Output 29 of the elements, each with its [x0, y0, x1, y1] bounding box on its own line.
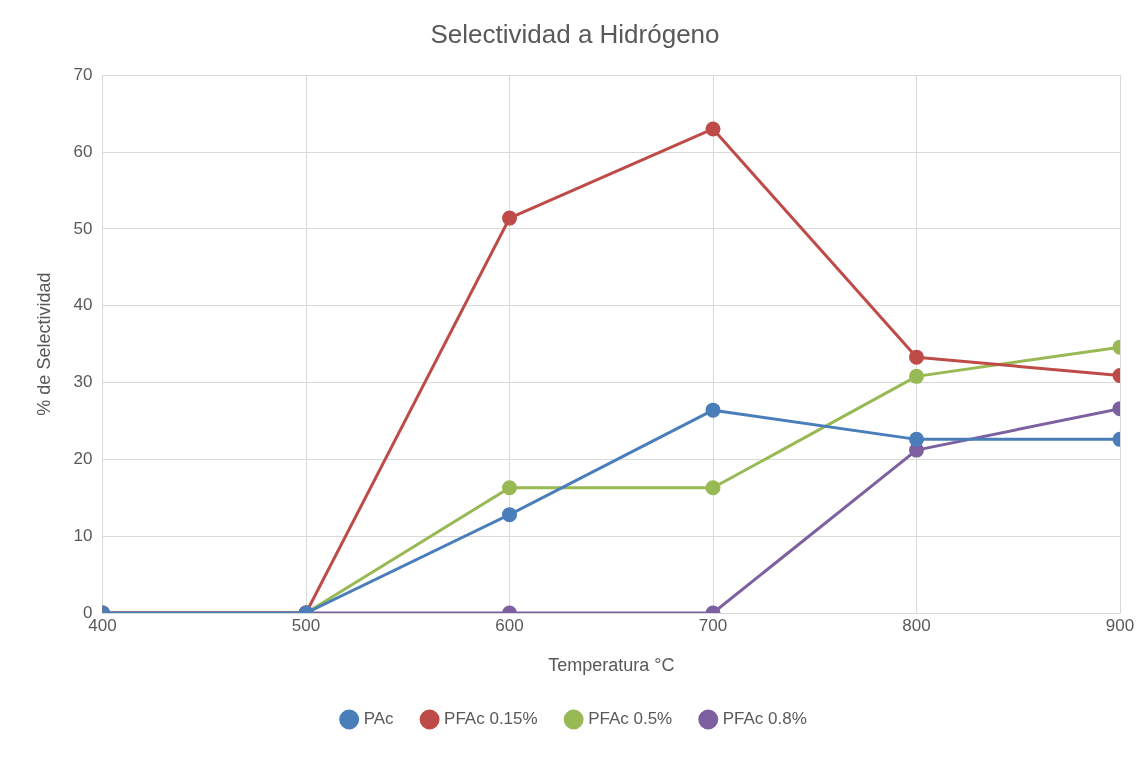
legend-label: PAc: [363, 709, 395, 729]
y-tick-label: 10: [73, 525, 93, 545]
point: [909, 431, 924, 447]
chart-title: Selectividad a Hidrógeno: [430, 18, 720, 49]
x-tick-label: 500: [291, 615, 321, 635]
point: [909, 368, 924, 384]
y-tick-label: 20: [73, 449, 93, 469]
point: [502, 210, 518, 226]
x-axis-title: Temperatura °C: [548, 655, 675, 676]
point: [502, 507, 518, 523]
y-tick-label: 0: [83, 602, 93, 622]
y-axis-title: % de Selectividad: [33, 272, 54, 416]
point: [502, 480, 518, 496]
legend-label: PFAc 0.15%: [444, 709, 538, 729]
x-tick-label: 700: [698, 615, 728, 635]
point: [909, 349, 924, 365]
y-tick-label: 60: [73, 141, 93, 161]
y-tick-label: 50: [73, 218, 93, 238]
x-tick-label: 800: [902, 615, 931, 635]
y-tick-label: 30: [73, 372, 93, 392]
legend-label: PFAc 0.5%: [588, 709, 673, 729]
y-tick-label: 40: [73, 295, 93, 315]
x-tick-label: 900: [1105, 615, 1135, 635]
point: [705, 402, 721, 418]
y-tick-label: 70: [73, 64, 93, 84]
legend-label: PFAc 0.8%: [722, 709, 807, 729]
point: [705, 121, 721, 137]
x-tick-label: 600: [495, 615, 524, 635]
point: [705, 480, 721, 496]
